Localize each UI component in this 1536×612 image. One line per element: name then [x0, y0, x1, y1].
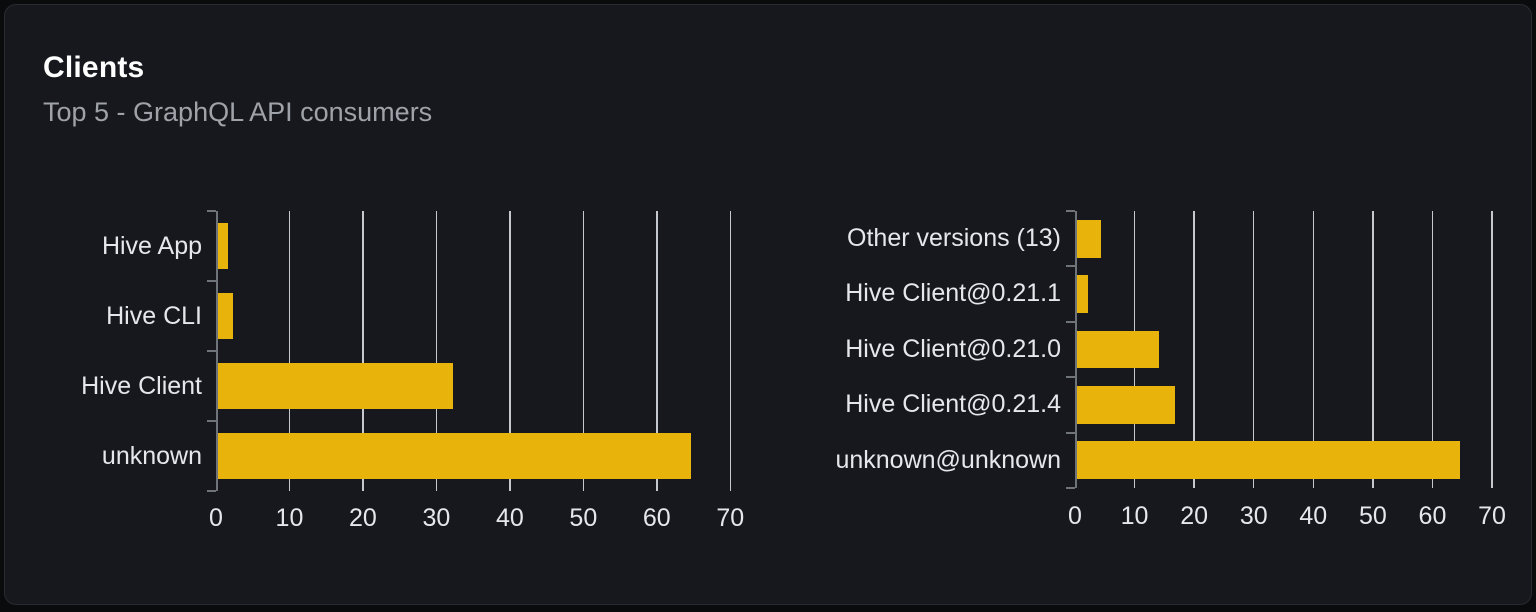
bar-unknown[interactable]: [218, 432, 692, 480]
clients-by-name-chart: Hive App Hive CLI Hive Client unknown 0 10 20 3…: [31, 210, 791, 543]
x-tick-label-30: 30: [1239, 502, 1268, 530]
x-tick-label-50: 50: [569, 504, 598, 532]
category-label-unknown: unknown: [101, 442, 202, 470]
gridline-70: [1491, 211, 1493, 488]
y-axis-tick: [207, 490, 216, 492]
plot-area: [207, 210, 767, 492]
category-label-hive-client-0-21-4: Hive Client@0.21.4: [845, 390, 1061, 419]
gridline-20: [1193, 211, 1195, 488]
x-tick-label-70: 70: [716, 504, 745, 532]
x-tick-label-50: 50: [1358, 502, 1387, 530]
x-tick-label-70: 70: [1478, 502, 1506, 530]
x-tick-label-60: 60: [1418, 502, 1447, 530]
y-axis-tick: [1066, 376, 1075, 379]
category-label-hive-cli: Hive CLI: [106, 302, 202, 330]
clients-by-version-chart: Other versions (13) Hive Client@0.21.1 Hiv…: [833, 210, 1522, 540]
gridline-50: [582, 211, 585, 491]
y-axis-tick: [207, 280, 216, 282]
gridline-70: [729, 211, 732, 491]
x-tick-label-0: 0: [209, 504, 223, 532]
x-tick-label-20: 20: [349, 504, 377, 532]
bar-other-versions-13[interactable]: [1077, 219, 1101, 258]
category-label-unknown-unknown: unknown@unknown: [835, 445, 1061, 474]
bar-hive-app[interactable]: [218, 222, 228, 270]
plot-area: [1066, 210, 1498, 489]
y-axis-tick: [207, 210, 216, 212]
y-axis-line: [1075, 211, 1077, 488]
y-axis-tick: [207, 350, 216, 352]
gridline-40: [509, 211, 511, 491]
y-axis-line: [216, 211, 218, 491]
category-label-hive-client: Hive Client: [81, 372, 202, 400]
panel-subtitle: Top 5 - GraphQL API consumers: [43, 97, 433, 127]
y-axis-tick: [1066, 210, 1075, 212]
y-axis-tick: [207, 420, 216, 422]
x-tick-label-60: 60: [642, 504, 671, 532]
gridline-40: [1312, 211, 1315, 488]
bar-hive-client[interactable]: [218, 362, 454, 410]
x-tick-label-40: 40: [495, 504, 524, 532]
gridline-50: [1372, 211, 1374, 488]
bar-hive-client-0-21-0[interactable]: [1077, 330, 1160, 369]
y-axis-tick: [1066, 320, 1075, 323]
panel-title: Clients: [43, 51, 145, 84]
clients-panel-card: Clients Top 5 - GraphQL API consumers Hi…: [4, 4, 1532, 605]
x-tick-label-0: 0: [1068, 502, 1082, 530]
bar-hive-cli[interactable]: [218, 292, 233, 340]
x-tick-label-10: 10: [1120, 502, 1149, 530]
bar-unknown-unknown[interactable]: [1077, 441, 1461, 480]
x-tick-label-10: 10: [275, 504, 304, 532]
category-label-other-versions-13: Other versions (13): [847, 224, 1061, 252]
gridline-30: [1252, 211, 1255, 488]
y-axis-tick: [1066, 431, 1075, 434]
y-axis-tick: [1066, 487, 1075, 489]
bar-hive-client-0-21-1[interactable]: [1077, 275, 1088, 313]
x-tick-label-40: 40: [1299, 502, 1328, 530]
gridline-30: [435, 211, 438, 491]
gridline-60: [1431, 211, 1434, 488]
x-tick-label-20: 20: [1180, 502, 1209, 530]
category-label-hive-client-0-21-0: Hive Client@0.21.0: [845, 334, 1061, 363]
gridline-10: [288, 211, 291, 491]
gridline-20: [362, 211, 364, 491]
x-tick-label-30: 30: [422, 504, 451, 532]
category-label-hive-app: Hive App: [101, 232, 202, 260]
category-label-hive-client-0-21-1: Hive Client@0.21.1: [845, 279, 1061, 308]
y-axis-tick: [1066, 265, 1075, 268]
gridline-60: [656, 211, 658, 491]
bar-hive-client-0-21-4[interactable]: [1077, 386, 1175, 424]
